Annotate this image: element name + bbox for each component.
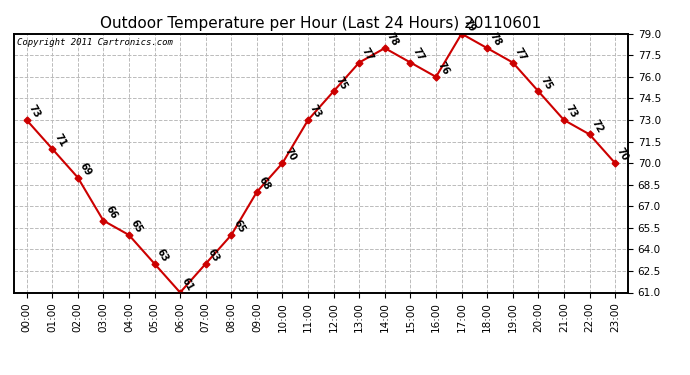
Text: 61: 61 xyxy=(180,276,195,292)
Text: 73: 73 xyxy=(308,103,324,120)
Text: 76: 76 xyxy=(436,60,451,77)
Text: 66: 66 xyxy=(104,204,119,220)
Text: 65: 65 xyxy=(231,218,247,235)
Text: 79: 79 xyxy=(462,17,477,34)
Text: 72: 72 xyxy=(589,118,605,134)
Text: 63: 63 xyxy=(206,247,221,264)
Text: 65: 65 xyxy=(129,218,144,235)
Text: 75: 75 xyxy=(334,75,349,91)
Text: 70: 70 xyxy=(615,146,631,163)
Text: 77: 77 xyxy=(359,46,375,63)
Text: 75: 75 xyxy=(538,75,554,91)
Text: 78: 78 xyxy=(385,32,400,48)
Title: Outdoor Temperature per Hour (Last 24 Hours) 20110601: Outdoor Temperature per Hour (Last 24 Ho… xyxy=(100,16,542,31)
Text: 68: 68 xyxy=(257,175,273,192)
Text: 73: 73 xyxy=(27,103,42,120)
Text: 70: 70 xyxy=(282,146,298,163)
Text: 77: 77 xyxy=(411,46,426,63)
Text: Copyright 2011 Cartronics.com: Copyright 2011 Cartronics.com xyxy=(17,38,172,46)
Text: 69: 69 xyxy=(78,161,93,177)
Text: 63: 63 xyxy=(155,247,170,264)
Text: 71: 71 xyxy=(52,132,68,149)
Text: 78: 78 xyxy=(487,32,502,48)
Text: 77: 77 xyxy=(513,46,528,63)
Text: 73: 73 xyxy=(564,103,580,120)
